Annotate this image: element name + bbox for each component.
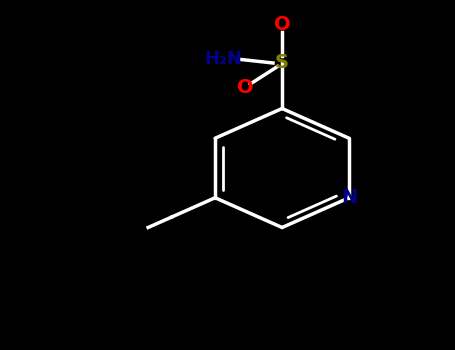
Text: O: O xyxy=(274,15,290,34)
Text: O: O xyxy=(238,78,254,97)
Text: N: N xyxy=(341,188,357,207)
Text: S: S xyxy=(275,54,289,72)
Text: H₂N: H₂N xyxy=(204,50,242,69)
